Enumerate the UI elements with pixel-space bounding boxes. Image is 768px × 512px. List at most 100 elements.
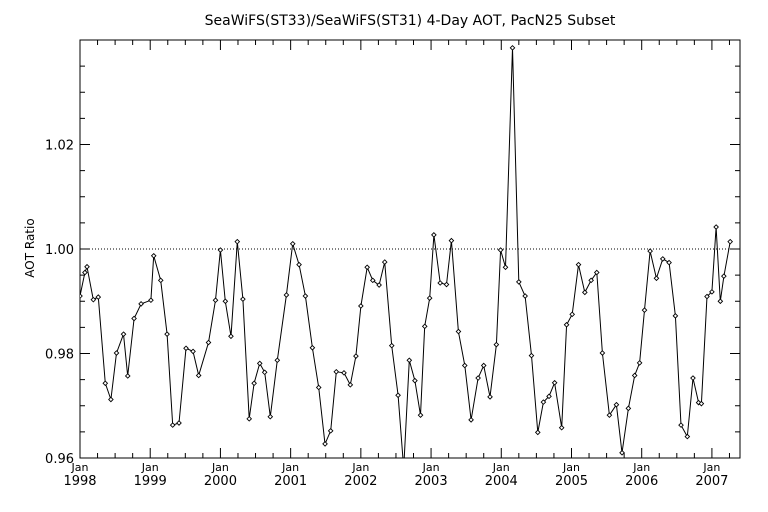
data-point (468, 417, 474, 423)
data-point (641, 307, 648, 313)
data-point (283, 292, 290, 298)
data-point (302, 293, 309, 299)
x-tick-label: 2006 (625, 474, 658, 489)
data-point (148, 297, 154, 304)
data-point (212, 297, 219, 304)
data-point (636, 360, 643, 366)
data-point (164, 331, 170, 338)
data-point (347, 382, 354, 388)
data-point (713, 224, 719, 230)
data-point (309, 344, 316, 351)
data-point (678, 422, 684, 428)
x-tick-month-label: Jan (351, 461, 369, 474)
data-point (475, 375, 481, 381)
data-point (341, 369, 347, 376)
data-point (684, 433, 691, 440)
data-point (709, 289, 715, 295)
data-point (534, 429, 541, 436)
data-point (666, 259, 672, 266)
data-point (569, 311, 576, 318)
data-point (426, 295, 433, 301)
data-point (659, 256, 666, 262)
data-point (195, 372, 202, 379)
data-point (515, 279, 522, 285)
data-point (113, 350, 120, 356)
x-tick-label: 2003 (415, 474, 448, 489)
data-point (599, 350, 606, 356)
data-point (647, 248, 653, 254)
x-tick-month-label: Jan (562, 461, 580, 474)
x-tick-label: 1998 (63, 474, 96, 489)
data-point (395, 392, 401, 399)
data-point (157, 277, 164, 284)
data-point (222, 298, 229, 305)
x-tick-label: 2002 (344, 474, 377, 489)
x-tick-month-label: Jan (632, 461, 650, 474)
data-point (461, 362, 468, 369)
data-point (190, 348, 196, 355)
data-point (540, 399, 547, 405)
data-point (169, 422, 176, 428)
x-tick-month-label: Jan (141, 461, 159, 474)
data-point (95, 294, 102, 300)
x-tick-label: 2007 (695, 474, 728, 489)
data-point (108, 396, 114, 403)
data-point (102, 380, 109, 387)
data-point (369, 277, 376, 284)
data-point (322, 441, 328, 447)
data-point (267, 413, 274, 420)
data-point (588, 277, 594, 284)
y-axis: 0.96 0.98 1.00 1.02 (45, 39, 740, 467)
x-tick-month-label: Jan (281, 461, 299, 474)
data-point (581, 289, 588, 296)
x-tick-label: 2000 (204, 474, 237, 489)
data-point (401, 466, 405, 470)
data-point (625, 405, 632, 412)
data-point (131, 315, 137, 322)
x-tick-month-label: Jan (492, 461, 510, 474)
data-point (84, 263, 90, 270)
x-tick-label: 2005 (555, 474, 588, 489)
y-tick-label: 0.96 (45, 452, 74, 467)
data-point (606, 412, 613, 418)
y-tick-label: 1.00 (45, 243, 74, 258)
data-point (274, 357, 281, 364)
data-point (240, 296, 246, 302)
data-point (690, 375, 696, 381)
data-point (487, 394, 493, 400)
data-point (631, 372, 638, 379)
data-point (256, 360, 263, 367)
chart-title: SeaWiFS(ST33)/SeaWiFS(ST31) 4-Day AOT, P… (205, 13, 616, 29)
data-point (261, 369, 268, 376)
data-point (315, 384, 322, 391)
data-point (431, 232, 437, 238)
series-group (80, 45, 734, 470)
data-point (721, 273, 727, 280)
y-axis-label: AOT Ratio (23, 218, 37, 277)
data-point (546, 393, 552, 400)
data-point (502, 264, 509, 271)
x-tick-month-label: Jan (71, 461, 89, 474)
data-point (90, 296, 97, 303)
data-point (358, 303, 364, 309)
data-point (593, 269, 600, 276)
data-point (717, 298, 724, 305)
data-point (528, 352, 535, 359)
data-point (672, 313, 679, 319)
data-point (613, 401, 620, 408)
data-point (443, 281, 450, 288)
data-point (376, 282, 382, 288)
x-tick-month-label: Jan (422, 461, 440, 474)
data-point (296, 261, 302, 268)
x-tick-month-label: Jan (211, 461, 229, 474)
data-point (575, 261, 582, 268)
data-point (289, 240, 296, 247)
data-point (619, 449, 625, 456)
data-point (176, 420, 182, 426)
data-point (228, 333, 234, 340)
data-point (80, 293, 83, 299)
data-point (406, 357, 413, 364)
data-point (558, 424, 565, 431)
data-point (217, 247, 224, 253)
